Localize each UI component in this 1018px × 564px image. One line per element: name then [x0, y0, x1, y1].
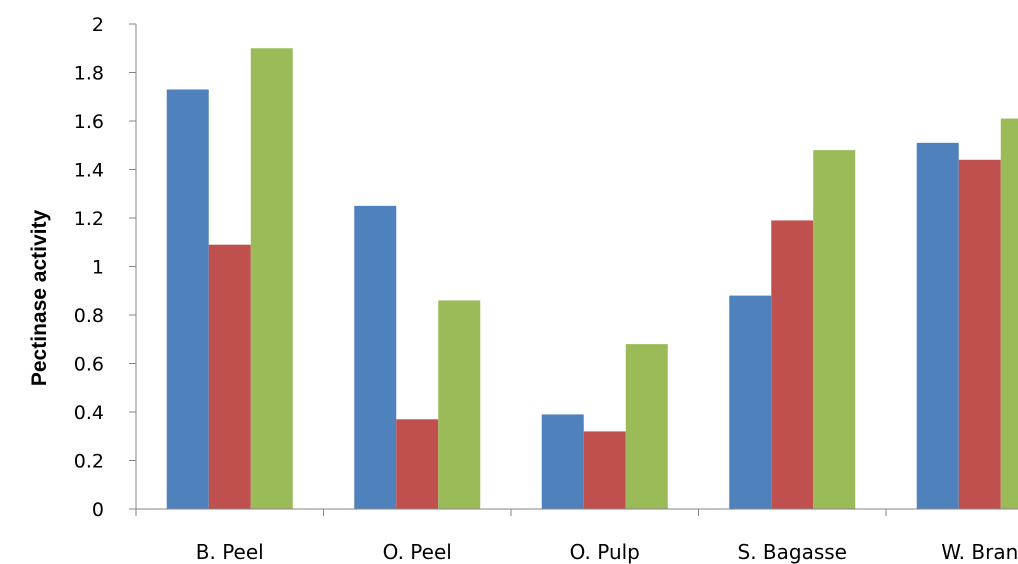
bar-w-bran-series-1	[916, 142, 959, 509]
y-axis-title: Pectinase activity	[28, 210, 51, 387]
x-category-label: O. Pulp	[570, 540, 640, 564]
x-category-label: S. Bagasse	[738, 540, 847, 564]
bar-o-pulp-series-2	[583, 431, 626, 509]
bar-s-bagasse-series-3	[813, 150, 856, 509]
bar-s-bagasse-series-1	[729, 295, 772, 509]
y-tick-label: 2	[92, 14, 104, 36]
y-tick-label: 1.2	[74, 208, 104, 230]
bar-o-pulp-series-1	[541, 414, 584, 509]
y-tick-label: 0	[92, 499, 104, 521]
bar-b-peel-series-1	[166, 89, 209, 509]
y-tick-label: 1.4	[74, 160, 104, 182]
bars-group	[166, 48, 1018, 510]
bar-o-peel-series-1	[354, 205, 397, 509]
y-tick-label: 1.8	[74, 63, 104, 85]
x-category-label: B. Peel	[196, 540, 264, 564]
x-category-label: O. Peel	[383, 540, 452, 564]
bar-w-bran-series-3	[1000, 118, 1018, 509]
bar-w-bran-series-2	[958, 159, 1001, 510]
y-ticks-group: 0 0.2 0.4 0.6 0.8 1 1.2 1.4 1.6 1.8 2	[74, 14, 136, 521]
y-tick-label: 0.6	[74, 354, 104, 376]
x-category-label: W. Bran	[941, 540, 1018, 564]
y-tick-label: 1	[92, 257, 104, 279]
y-tick-label: 0.8	[74, 305, 104, 327]
bar-o-peel-series-3	[438, 300, 481, 509]
bar-b-peel-series-2	[208, 244, 251, 510]
y-tick-label: 0.2	[74, 451, 104, 473]
bar-s-bagasse-series-2	[771, 220, 814, 510]
y-tick-label: 0.4	[74, 402, 104, 424]
x-ticks-group: B. Peel O. Peel O. Pulp S. Bagasse W. Bran	[135, 509, 1018, 564]
bar-o-peel-series-2	[396, 419, 439, 509]
bar-b-peel-series-3	[250, 48, 293, 509]
bar-o-pulp-series-3	[625, 344, 668, 509]
y-tick-label: 1.6	[74, 111, 104, 133]
